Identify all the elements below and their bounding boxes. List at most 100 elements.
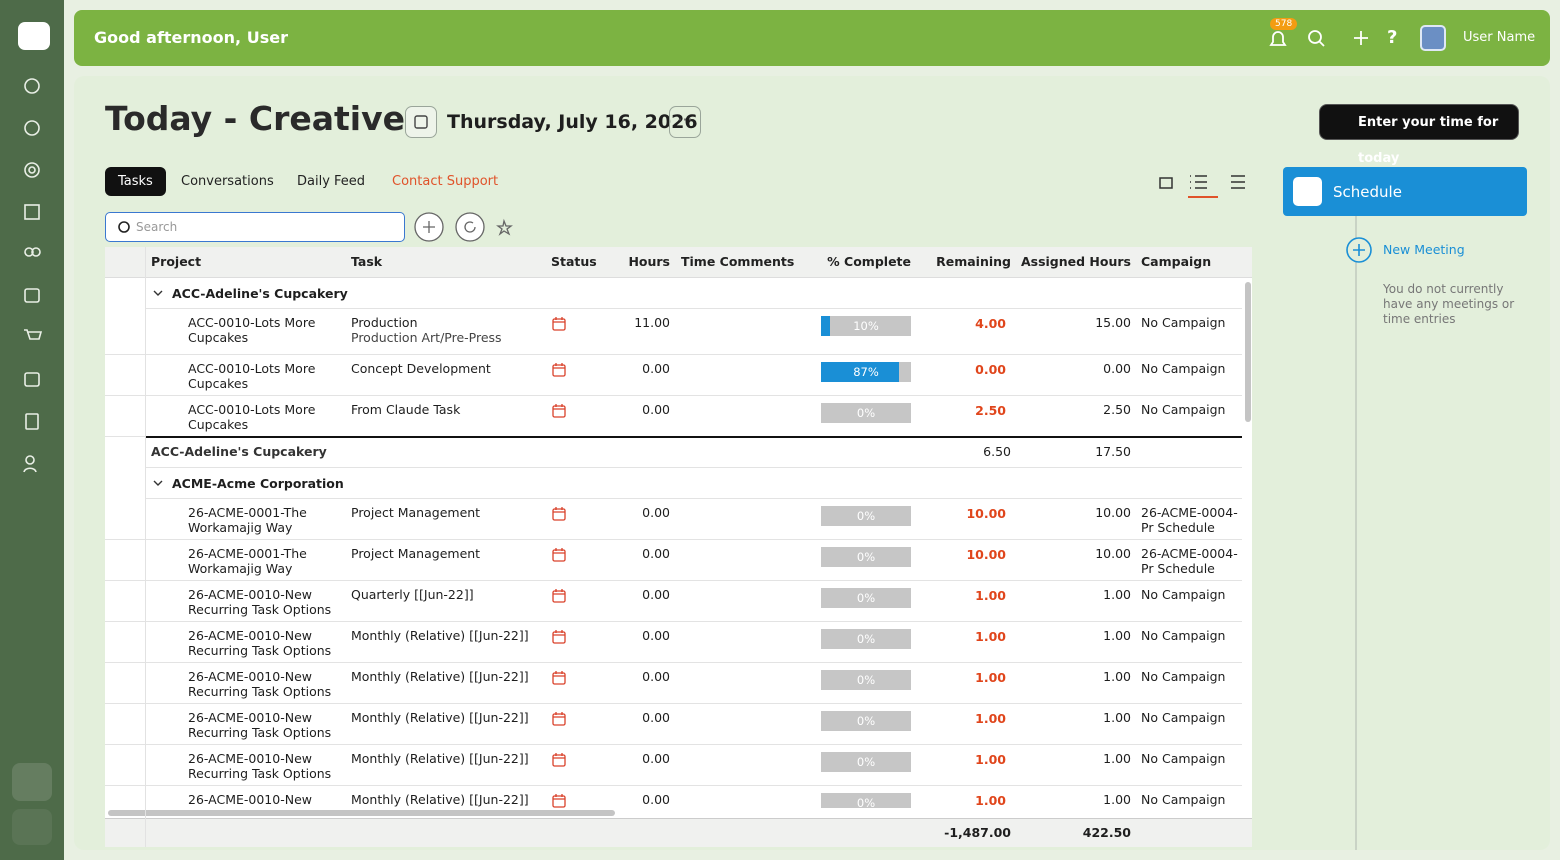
assigned-cell: 15.00: [1095, 315, 1131, 330]
campaign-cell: No Campaign: [1141, 751, 1226, 766]
date: Thursday, July 16, 2026: [447, 111, 698, 133]
row-border: [145, 308, 1242, 309]
hours-cell: 0.00: [642, 361, 670, 376]
search-placeholder: Search: [136, 220, 178, 234]
campaign-cell: No Campaign: [1141, 792, 1226, 807]
vertical-scrollbar[interactable]: [1245, 282, 1251, 422]
remaining-cell: 1.00: [975, 588, 1006, 603]
progress-label: 0%: [856, 755, 876, 769]
apps-button[interactable]: [12, 809, 52, 845]
page-title: Today - Creatives: [105, 99, 425, 138]
row-border: [145, 467, 1242, 468]
task-cell: Project Management: [351, 505, 481, 520]
campaign-cell: No Campaign: [1141, 628, 1226, 643]
group-header: ACME-Acme Corporation: [172, 476, 344, 491]
more-button[interactable]: ···: [669, 106, 701, 138]
status-icon[interactable]: [551, 316, 567, 332]
total-remaining: -1,487.00: [944, 825, 1011, 840]
subtotal-label: ACC-Adeline's Cupcakery: [151, 444, 327, 459]
row-border: [105, 580, 1242, 581]
user-name[interactable]: User Name: [1463, 30, 1536, 45]
project-cell: 26-ACME-0010-New Recurring Task Options: [188, 710, 332, 740]
column-header: Project: [151, 254, 202, 269]
gutter-divider: [145, 247, 146, 847]
table-actions[interactable]: [413, 211, 523, 243]
table-header: [105, 247, 1252, 278]
project-cell: 26-ACME-0001-The Workamajig Way: [188, 505, 307, 535]
progress-label: 0%: [856, 714, 876, 728]
hours-cell: 0.00: [642, 587, 670, 602]
status-icon[interactable]: [551, 588, 567, 604]
logo[interactable]: [18, 22, 50, 50]
progress-label: 0%: [856, 673, 876, 687]
campaign-cell: No Campaign: [1141, 587, 1226, 602]
column-header: Campaign: [1141, 254, 1212, 269]
new-meeting-icon[interactable]: [1345, 236, 1373, 264]
horizontal-scrollbar[interactable]: [108, 810, 615, 816]
task-cell: Monthly (Relative) [[Jun-22]]: [351, 751, 529, 766]
campaign-cell: No Campaign: [1141, 669, 1226, 684]
remaining-cell: 1.00: [975, 629, 1006, 644]
view-toggles[interactable]: [1155, 170, 1250, 200]
search-box[interactable]: Search: [105, 212, 405, 242]
project-cell: 26-ACME-0010-New Recurring Task Options: [188, 628, 332, 658]
progress-label: 0%: [856, 632, 876, 646]
row-border: [105, 703, 1242, 704]
help-icon[interactable]: ?: [1387, 27, 1398, 48]
row-border: [145, 498, 1242, 499]
task-cell: Monthly (Relative) [[Jun-22]]: [351, 669, 529, 684]
task-detail: Production Art/Pre-Press: [351, 330, 502, 345]
row-border: [105, 662, 1242, 663]
campaign-cell: No Campaign: [1141, 361, 1226, 376]
enter-time-button[interactable]: Enter your time for today: [1319, 104, 1519, 166]
status-icon[interactable]: [551, 547, 567, 563]
status-icon[interactable]: [551, 793, 567, 808]
new-meeting[interactable]: New Meeting: [1383, 242, 1465, 257]
status-icon[interactable]: [551, 362, 567, 378]
progress-label: 0%: [856, 591, 876, 605]
toggle[interactable]: [12, 763, 52, 801]
collapse-chevron[interactable]: [152, 287, 164, 299]
progress-fill: [821, 362, 900, 382]
status-icon[interactable]: [551, 506, 567, 522]
tab[interactable]: Conversations: [181, 174, 274, 189]
hours-cell: 0.00: [642, 505, 670, 520]
progress-bar: 0%: [821, 506, 911, 526]
row-border: [105, 785, 1242, 786]
hours-cell: 0.00: [642, 402, 670, 417]
date-picker[interactable]: [405, 106, 437, 138]
collapse-chevron[interactable]: [152, 477, 164, 489]
assigned-cell: 1.00: [1103, 710, 1131, 725]
campaign-cell: 26-ACME-0004-Pr Schedule Webinar: [1141, 505, 1238, 537]
calendar-icon: [414, 115, 428, 129]
progress-bar: 0%: [821, 793, 911, 808]
progress-bar: 0%: [821, 588, 911, 608]
tab[interactable]: Tasks: [105, 167, 166, 196]
row-border: [105, 395, 1242, 396]
schedule-button[interactable]: Schedule: [1283, 167, 1527, 216]
avatar[interactable]: [1420, 25, 1446, 51]
sidebar: [0, 0, 64, 860]
assigned-cell: 10.00: [1095, 505, 1131, 520]
tab[interactable]: Daily Feed: [297, 174, 366, 189]
row-border: [105, 539, 1242, 540]
tab[interactable]: Contact Support: [392, 174, 499, 189]
column-header: Hours: [628, 254, 670, 269]
group-header: ACC-Adeline's Cupcakery: [172, 286, 348, 301]
task-cell: Concept Development: [351, 361, 491, 376]
row-border: [105, 744, 1242, 745]
status-icon[interactable]: [551, 711, 567, 727]
schedule-empty: You do not currently have any meetings o…: [1383, 282, 1515, 326]
subtotal-remaining: 6.50: [983, 444, 1011, 459]
status-icon[interactable]: [551, 629, 567, 645]
task-cell: Monthly (Relative) [[Jun-22]]: [351, 628, 529, 643]
status-icon[interactable]: [551, 752, 567, 768]
nav-icons[interactable]: [20, 74, 44, 484]
status-icon[interactable]: [551, 403, 567, 419]
remaining-cell: 1.00: [975, 752, 1006, 767]
header-icons[interactable]: [1267, 28, 1507, 52]
status-icon[interactable]: [551, 670, 567, 686]
remaining-cell: 10.00: [966, 506, 1006, 521]
assigned-cell: 1.00: [1103, 751, 1131, 766]
task-cell: Project Management: [351, 546, 481, 561]
